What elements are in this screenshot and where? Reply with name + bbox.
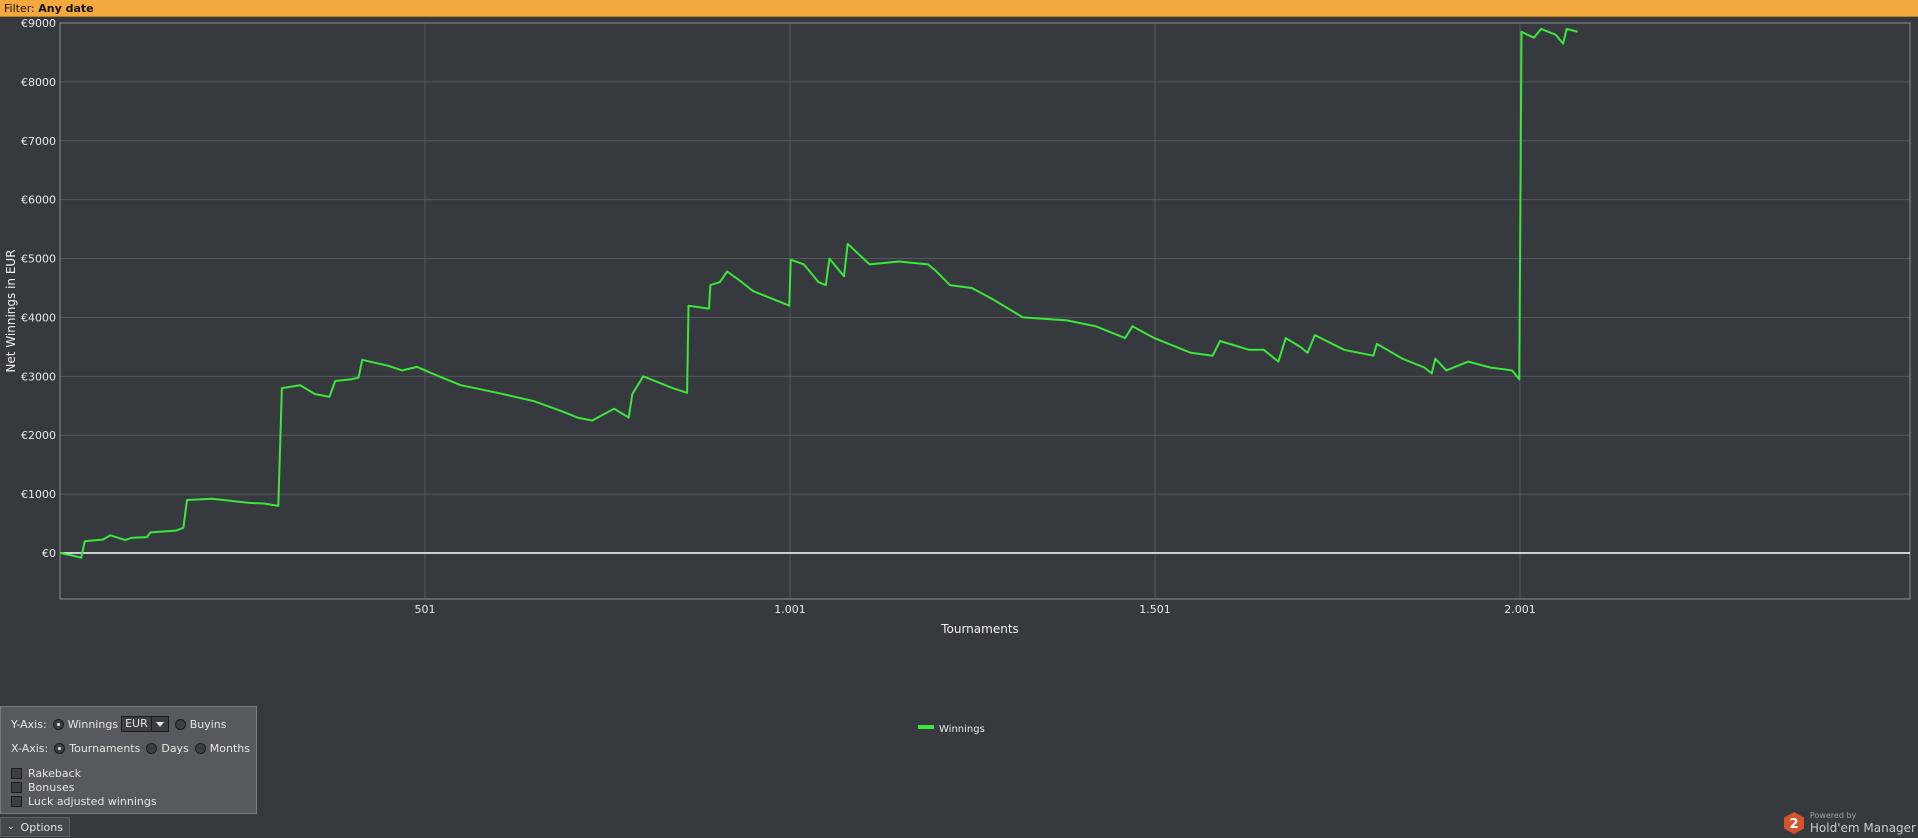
filter-label: Filter: — [4, 2, 35, 15]
x-months-label: Months — [209, 741, 251, 755]
rakeback-label: Rakeback — [28, 766, 82, 780]
x-days-label: Days — [161, 741, 189, 755]
x-tournaments-label: Tournaments — [69, 741, 141, 755]
luck-checkbox[interactable] — [11, 795, 22, 807]
holdem-manager-logo-icon: 2 — [1782, 811, 1806, 835]
x-axis-ticks: 501 1.001 1.501 2.001 — [415, 603, 1536, 616]
winnings-chart[interactable]: €0 €1000 €2000 €3000 €4000 €5000 €6000 €7000 €80… — [0, 17, 1918, 838]
legend-swatch-winnings — [918, 725, 934, 729]
y-tick-label: €6000 — [21, 194, 56, 207]
chevron-down-icon[interactable] — [152, 717, 168, 731]
x-tick-label: 2.001 — [1504, 603, 1536, 616]
y-axis-label: Net Winnings in EUR — [4, 249, 18, 372]
x-tick-label: 1.501 — [1139, 603, 1171, 616]
y-tick-label: €5000 — [21, 253, 56, 266]
x-tick-label: 501 — [415, 603, 436, 616]
rakeback-row[interactable]: Rakeback — [11, 765, 81, 781]
y-buyins-radio[interactable] — [174, 718, 186, 730]
y-tick-label: €2000 — [21, 429, 56, 442]
chevron-down-icon: ⌄ — [7, 822, 15, 832]
brand-name: Hold'em Manager — [1809, 821, 1916, 835]
rakeback-checkbox[interactable] — [11, 767, 22, 779]
legend[interactable]: Winnings — [918, 724, 985, 735]
x-axis-row: X-Axis: Tournaments Days Months — [11, 740, 250, 756]
bonuses-checkbox[interactable] — [11, 781, 22, 793]
x-axis-option-label: X-Axis: — [11, 741, 49, 755]
y-tick-label: €7000 — [21, 135, 56, 148]
filter-value[interactable]: Any date — [38, 2, 94, 15]
x-tournaments-radio[interactable] — [54, 742, 66, 754]
brand-badge: 2 Powered by Hold'em Manager — [1782, 808, 1916, 838]
luck-label: Luck adjusted winnings — [28, 794, 157, 808]
luck-row[interactable]: Luck adjusted winnings — [11, 793, 157, 809]
y-tick-label: €3000 — [21, 370, 56, 383]
y-winnings-label: Winnings — [67, 717, 119, 731]
x-tick-label: 1.001 — [774, 603, 806, 616]
filter-bar[interactable]: Filter: Any date — [0, 0, 1918, 17]
currency-select[interactable]: EUR — [121, 716, 169, 732]
currency-value: EUR — [122, 717, 152, 731]
y-tick-label: €1000 — [21, 488, 56, 501]
x-days-radio[interactable] — [146, 742, 158, 754]
y-tick-label: €4000 — [21, 311, 56, 324]
logo-digit: 2 — [1789, 817, 1798, 832]
plot-border — [59, 22, 1911, 600]
options-toggle-label: Options — [20, 820, 63, 834]
y-tick-label: €8000 — [21, 76, 56, 89]
options-toggle-button[interactable]: ⌄ Options — [0, 817, 70, 837]
bonuses-label: Bonuses — [28, 780, 75, 794]
y-winnings-radio[interactable] — [52, 718, 64, 730]
options-panel: Y-Axis: Winnings EUR Buyins X-Axis: Tour… — [0, 706, 257, 814]
bonuses-row[interactable]: Bonuses — [11, 779, 74, 795]
series-line-winnings[interactable] — [59, 27, 1578, 559]
y-axis-option-label: Y-Axis: — [11, 717, 47, 731]
y-axis-ticks: €0 €1000 €2000 €3000 €4000 €5000 €6000 €7000 €80… — [21, 17, 56, 560]
y-axis-row: Y-Axis: Winnings EUR Buyins — [11, 716, 227, 732]
y-tick-label: €9000 — [21, 17, 56, 30]
y-tick-label: €0 — [42, 547, 56, 560]
x-months-radio[interactable] — [194, 742, 206, 754]
x-axis-label: Tournaments — [940, 622, 1019, 636]
legend-label-winnings: Winnings — [939, 724, 985, 735]
y-buyins-label: Buyins — [189, 717, 227, 731]
plot-background — [60, 23, 1910, 599]
series-layer — [59, 27, 1578, 559]
powered-by-text: Powered by — [1809, 811, 1857, 820]
